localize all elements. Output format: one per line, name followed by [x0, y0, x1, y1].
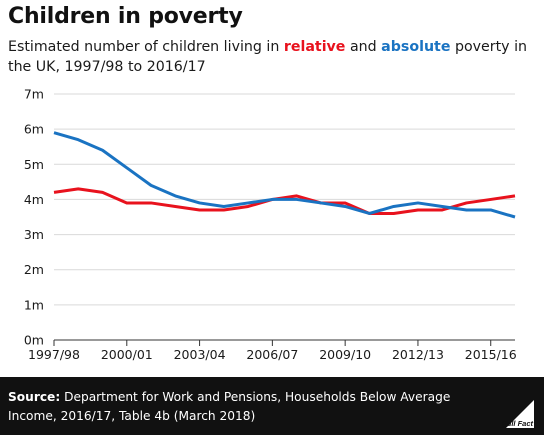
x-axis: 1997/98 2000/01 2003/04 2006/07 2009/10 2012/… [28, 340, 517, 362]
grid-lines [54, 93, 515, 341]
x-tick-label: 2006/07 [246, 347, 298, 362]
series-lines [53, 131, 516, 219]
chart-title: Children in poverty [8, 4, 243, 29]
y-tick-label: 7m [24, 87, 44, 102]
logo-text: Full Fact [502, 419, 533, 428]
source-label: Source: [8, 390, 61, 404]
y-tick-label: 0m [24, 333, 44, 348]
chart-subtitle: Estimated number of children living in r… [8, 37, 528, 77]
y-tick-label: 1m [24, 297, 44, 312]
x-tick-label: 1997/98 [28, 347, 80, 362]
x-tick-label: 2015/16 [465, 347, 517, 362]
source-text: Department for Work and Pensions, Househ… [8, 390, 451, 423]
subtitle-text-1: Estimated number of children living in [8, 39, 284, 55]
y-tick-label: 2m [24, 262, 44, 277]
y-axis: 0m 1m 2m 3m 4m 5m 6m 7m [24, 87, 44, 348]
footer: Source: Department for Work and Pensions… [0, 377, 544, 435]
series-line-relative [53, 187, 516, 215]
y-tick-label: 4m [24, 192, 44, 207]
logo-icon [506, 400, 534, 428]
legend-absolute: absolute [381, 39, 451, 55]
series-line-absolute [53, 131, 516, 219]
x-tick-label: 2000/01 [101, 347, 153, 362]
full-fact-logo: Full Fact [502, 400, 534, 428]
line-chart: 0m 1m 2m 3m 4m 5m 6m 7m 1997/98 2000/01 2003/04 20… [24, 87, 517, 363]
subtitle-text-2: and [345, 39, 382, 55]
x-tick-label: 2012/13 [392, 347, 444, 362]
subtitle-text-3: poverty in the UK, 1997/98 to 2016/17 [8, 39, 528, 75]
x-tick-label: 2009/10 [319, 347, 371, 362]
x-tick-label: 2003/04 [174, 347, 226, 362]
legend-relative: relative [283, 39, 346, 55]
y-tick-label: 5m [24, 157, 44, 172]
y-tick-label: 6m [24, 122, 44, 137]
y-tick-label: 3m [24, 227, 44, 242]
source-note: Source: Department for Work and Pensions… [8, 388, 488, 426]
